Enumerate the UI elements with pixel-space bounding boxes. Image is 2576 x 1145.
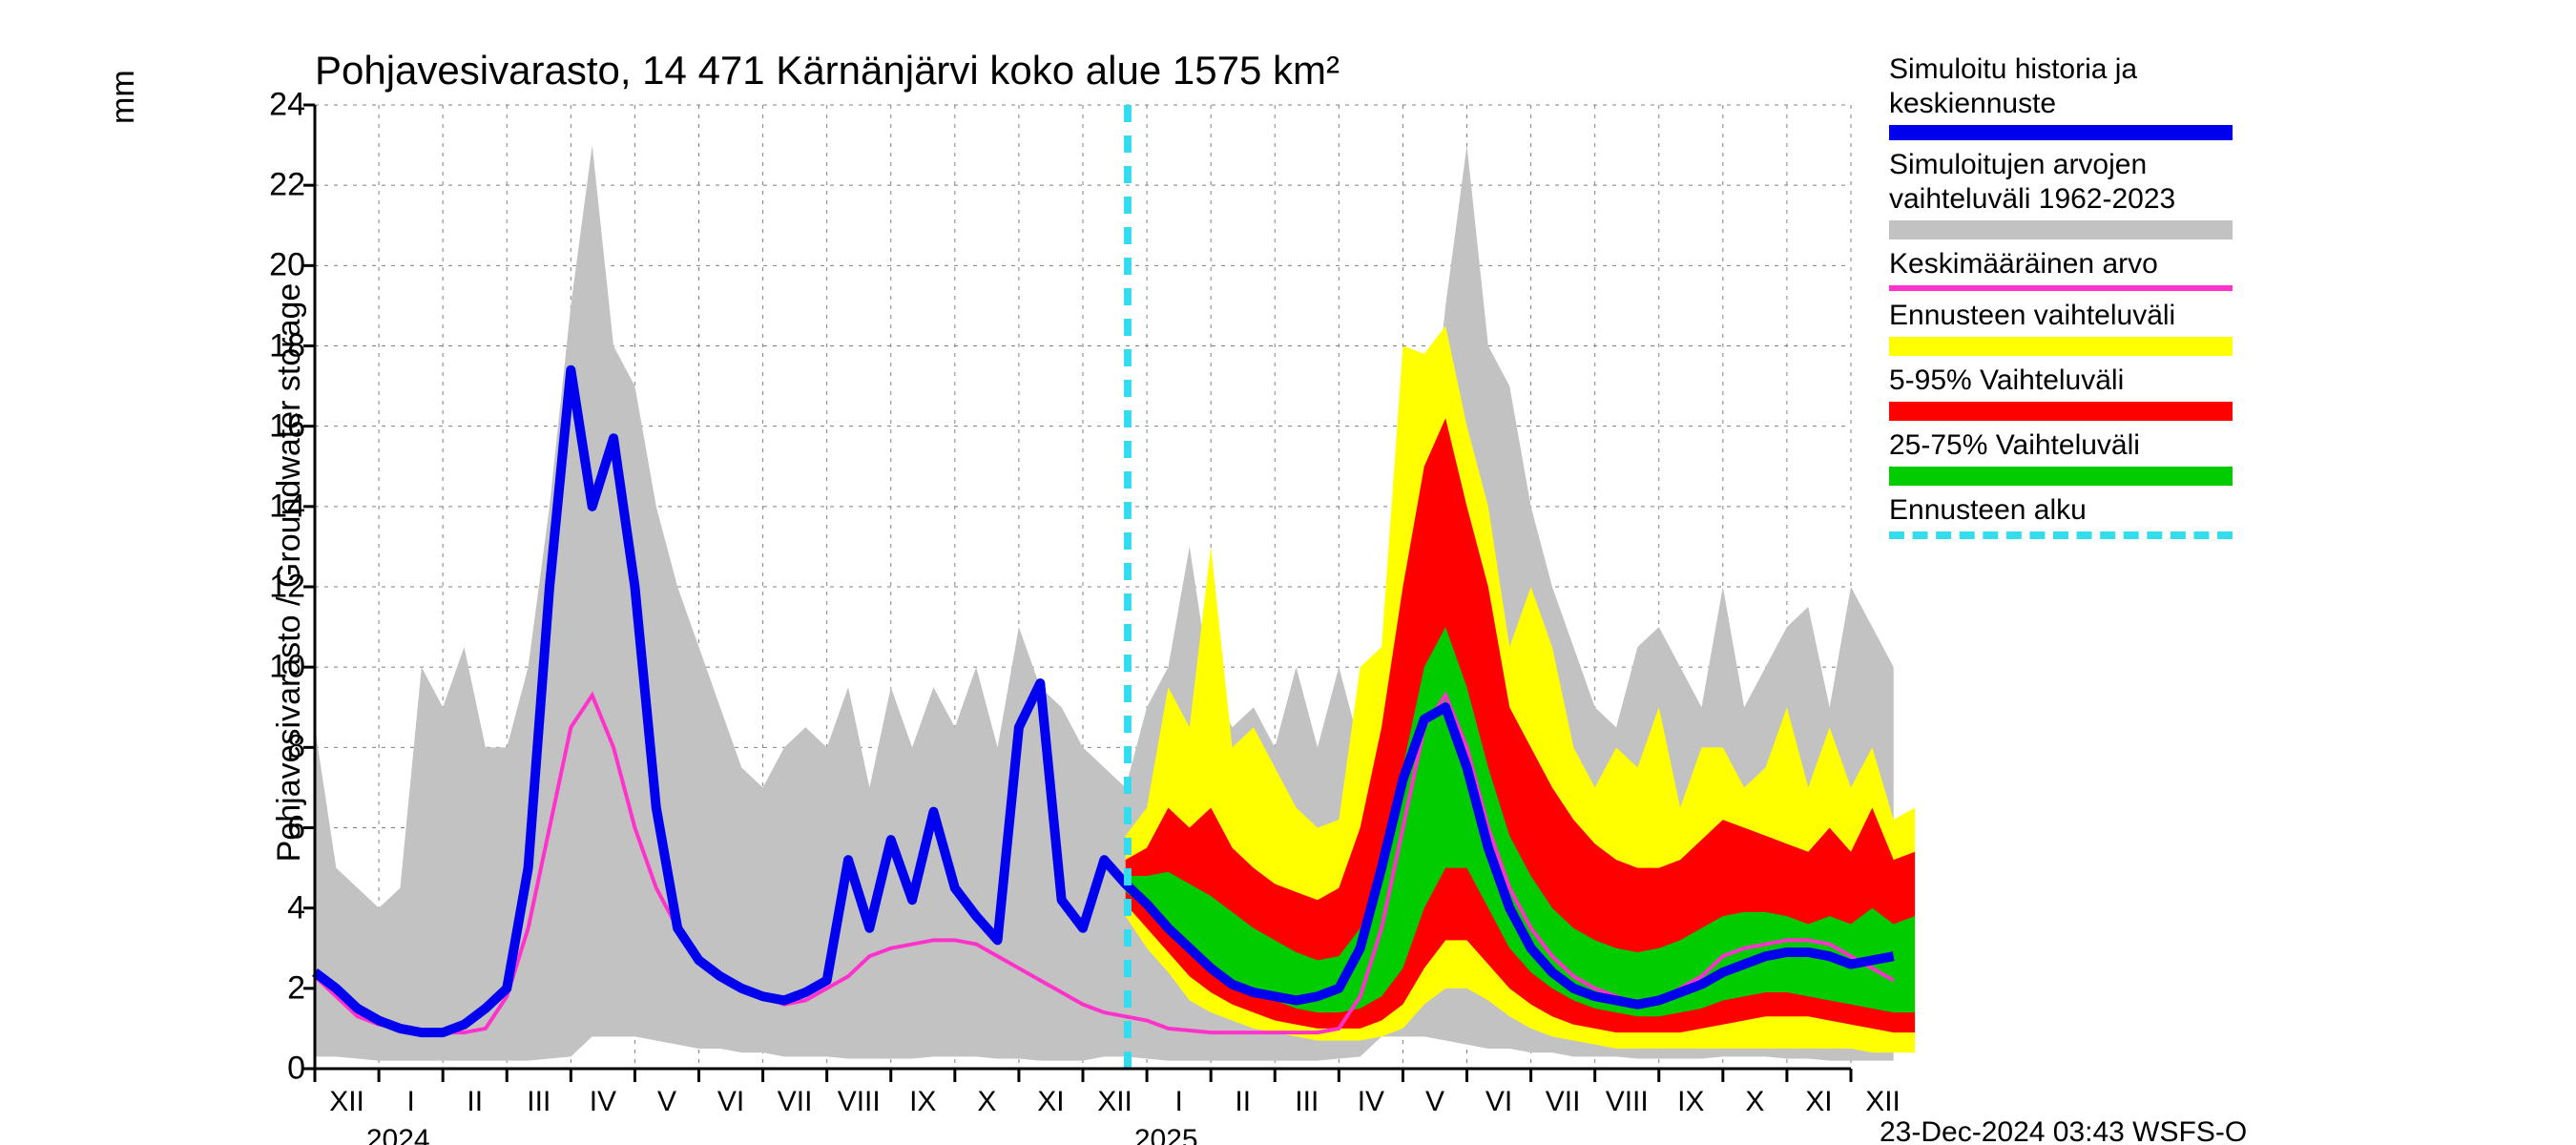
legend-label: Simuloitujen arvojen bbox=[1889, 148, 2233, 182]
y-tick-label: 20 bbox=[258, 247, 305, 284]
legend: Simuloitu historia jakeskiennusteSimuloi… bbox=[1889, 52, 2233, 547]
y-tick-label: 8 bbox=[258, 729, 305, 766]
legend-swatch bbox=[1889, 220, 2233, 239]
legend-label: 25-75% Vaihteluväli bbox=[1889, 428, 2233, 463]
legend-label: Ennusteen alku bbox=[1889, 493, 2233, 528]
x-tick-month: IV bbox=[1358, 1086, 1384, 1118]
y-tick-label: 12 bbox=[258, 569, 305, 606]
x-tick-month: IX bbox=[1677, 1086, 1704, 1118]
legend-item: Keskimääräinen arvo bbox=[1889, 247, 2233, 291]
legend-swatch bbox=[1889, 531, 2233, 539]
x-tick-month: XII bbox=[329, 1086, 364, 1118]
legend-swatch bbox=[1889, 125, 2233, 140]
x-tick-month: XII bbox=[1097, 1086, 1132, 1118]
x-tick-month: III bbox=[1295, 1086, 1319, 1118]
y-axis-unit: mm bbox=[105, 70, 142, 124]
x-tick-month: XII bbox=[1865, 1086, 1901, 1118]
legend-swatch bbox=[1889, 337, 2233, 356]
y-tick-label: 4 bbox=[258, 889, 305, 926]
legend-item: Simuloitujen arvojenvaihteluväli 1962-20… bbox=[1889, 148, 2233, 239]
legend-item: 25-75% Vaihteluväli bbox=[1889, 428, 2233, 486]
x-tick-month: X bbox=[1745, 1086, 1764, 1118]
x-tick-month: IV bbox=[590, 1086, 616, 1118]
footer-timestamp: 23-Dec-2024 03:43 WSFS-O bbox=[1880, 1116, 2247, 1145]
legend-item: Ennusteen alku bbox=[1889, 493, 2233, 539]
y-tick-label: 14 bbox=[258, 488, 305, 525]
y-tick-label: 24 bbox=[258, 87, 305, 124]
chart-title: Pohjavesivarasto, 14 471 Kärnänjärvi kok… bbox=[315, 48, 1340, 94]
legend-swatch bbox=[1889, 402, 2233, 421]
legend-item: 5-95% Vaihteluväli bbox=[1889, 364, 2233, 421]
x-tick-month: X bbox=[977, 1086, 996, 1118]
legend-label: Keskimääräinen arvo bbox=[1889, 247, 2233, 281]
x-year-label: 2025 bbox=[1134, 1124, 1198, 1145]
legend-swatch bbox=[1889, 285, 2233, 291]
x-tick-month: VIII bbox=[838, 1086, 881, 1118]
y-tick-label: 18 bbox=[258, 327, 305, 364]
plot-svg bbox=[315, 105, 1851, 1069]
x-tick-month: V bbox=[1425, 1086, 1444, 1118]
legend-label: 5-95% Vaihteluväli bbox=[1889, 364, 2233, 398]
x-tick-month: III bbox=[527, 1086, 551, 1118]
y-tick-label: 22 bbox=[258, 167, 305, 204]
legend-item: Ennusteen vaihteluväli bbox=[1889, 299, 2233, 356]
legend-label: keskiennuste bbox=[1889, 87, 2233, 121]
x-tick-month: XI bbox=[1037, 1086, 1064, 1118]
x-tick-month: VII bbox=[778, 1086, 813, 1118]
x-tick-month: VIII bbox=[1606, 1086, 1649, 1118]
y-tick-label: 2 bbox=[258, 969, 305, 1007]
x-tick-month: I bbox=[406, 1086, 414, 1118]
y-tick-label: 6 bbox=[258, 809, 305, 846]
x-tick-month: IX bbox=[909, 1086, 936, 1118]
y-tick-label: 0 bbox=[258, 1051, 305, 1088]
x-tick-month: II bbox=[1235, 1086, 1251, 1118]
x-tick-month: II bbox=[467, 1086, 483, 1118]
x-tick-month: VII bbox=[1546, 1086, 1581, 1118]
x-year-label: 2024 bbox=[366, 1124, 430, 1145]
legend-label: Ennusteen vaihteluväli bbox=[1889, 299, 2233, 333]
x-tick-month: V bbox=[657, 1086, 676, 1118]
x-tick-month: XI bbox=[1805, 1086, 1832, 1118]
legend-item: Simuloitu historia jakeskiennuste bbox=[1889, 52, 2233, 140]
x-tick-month: VI bbox=[717, 1086, 744, 1118]
y-tick-label: 10 bbox=[258, 649, 305, 686]
legend-label: Simuloitu historia ja bbox=[1889, 52, 2233, 87]
legend-label: vaihteluväli 1962-2023 bbox=[1889, 182, 2233, 217]
x-tick-month: I bbox=[1174, 1086, 1182, 1118]
chart-root: Pohjavesivarasto / Groundwater storage m… bbox=[0, 0, 2576, 1145]
y-tick-label: 16 bbox=[258, 407, 305, 445]
legend-swatch bbox=[1889, 467, 2233, 486]
x-tick-month: VI bbox=[1485, 1086, 1512, 1118]
